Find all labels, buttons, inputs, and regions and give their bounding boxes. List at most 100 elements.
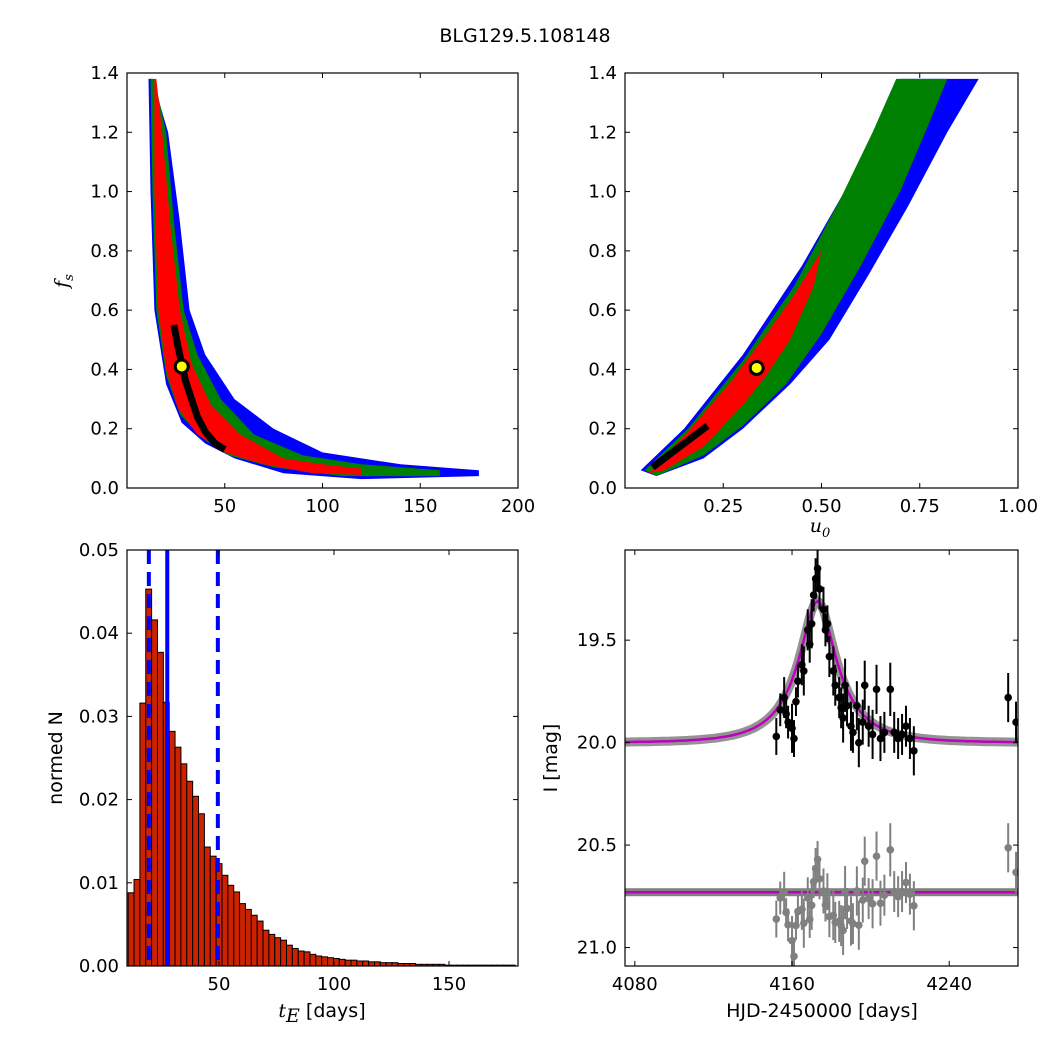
tE-hist-bar (280, 939, 288, 967)
u0-fs-xtick-label: 0.25 (703, 496, 743, 517)
lightcurve-data-point (772, 732, 781, 741)
tE-hist-xtick-label: 50 (208, 974, 231, 995)
tE-hist-bar (227, 884, 235, 967)
tE-fs-ytick-label: 0.8 (90, 241, 119, 262)
lightcurve-data-point (902, 722, 910, 731)
lightcurve-residual-point (853, 887, 861, 895)
lightcurve-data-point (886, 685, 895, 694)
lightcurve-data-point (843, 701, 851, 710)
tE-hist-axes-frame (126, 549, 519, 967)
lightcurve-residual-point (815, 875, 824, 883)
tE-hist-ytick-label: 0.04 (79, 623, 119, 644)
lightcurve-data-point (800, 667, 808, 675)
u0-fs-band-2sigma (644, 78, 948, 477)
tE-hist-bar (127, 892, 135, 967)
lightcurve-residual-point (898, 887, 906, 896)
tE-hist-bar (250, 914, 258, 967)
u0-fs-ytick-label: 1.4 (588, 63, 617, 84)
u0-fs-axes-frame (624, 72, 1019, 489)
tE-hist-bar (139, 702, 147, 967)
tE-fs-ytick-label: 0.4 (90, 359, 119, 380)
lightcurve-residual-point (880, 891, 889, 899)
lightcurve-data-point (792, 697, 800, 706)
tE-hist-bar (151, 619, 158, 967)
lightcurve-data-point (784, 718, 792, 726)
lightcurve-data-point (853, 701, 861, 710)
tE-hist-bar (291, 948, 299, 967)
u0-fs-ytick-label: 0.4 (588, 359, 617, 380)
lightcurve-residual-point (1012, 868, 1018, 877)
lightcurve-residual-point (823, 887, 832, 896)
lightcurve-data-point (1004, 693, 1012, 702)
tE-histogram-panel: 50 100 150 0.00 0.01 0.02 0.03 0.04 0.05 normed N… (45, 540, 519, 1027)
tE-hist-bar (338, 958, 346, 967)
lightcurve-residual-point (860, 857, 869, 865)
tE-fs-ytick-label: 1.0 (90, 182, 119, 203)
tE-hist-bar (262, 929, 270, 967)
lightcurve-residual-point (843, 904, 851, 913)
tE-fs-ytick-label: 1.2 (90, 122, 119, 143)
lightcurve-data-point (864, 722, 873, 731)
tE-hist-bar (133, 878, 141, 967)
lightcurve-data-point (823, 619, 832, 628)
tE-hist-bar (209, 855, 217, 967)
lightcurve-ytick-label: 21.0 (577, 938, 617, 959)
tE-hist-bar (239, 903, 246, 967)
u0-fs-ytick-label: 0.2 (588, 419, 617, 440)
u0-fs-xtick-label: 0.50 (801, 496, 841, 517)
u0-fs-ytick-label: 1.0 (588, 182, 617, 203)
lightcurve-residual-point (910, 902, 918, 910)
lightcurve-residual-point (807, 901, 816, 910)
figure-title: BLG129.5.108148 (439, 25, 610, 47)
lightcurve-data-point (890, 728, 899, 737)
tE-hist-bar (192, 795, 200, 967)
lightcurve-xlabel: HJD-2450000 [days] (726, 1000, 918, 1022)
tE-hist-bar (368, 961, 375, 967)
lightcurve-residual-point (855, 921, 863, 929)
lightcurve-data-point (898, 730, 906, 739)
lightcurve-data-point (815, 585, 824, 593)
lightcurve-ytick-label: 19.5 (577, 630, 617, 651)
tE-hist-ylabel: normed N (45, 711, 67, 805)
lightcurve-xtick-label: 4240 (926, 974, 972, 995)
lightcurve-residual-point (803, 893, 812, 902)
tE-fs-ytick-label: 1.4 (90, 63, 119, 84)
u0-fs-ytick-label: 0.6 (588, 300, 617, 321)
tE-hist-bar (297, 950, 305, 967)
lightcurve-data-point (880, 728, 889, 737)
lightcurve-axes-frame (624, 549, 1019, 967)
lightcurve-data-point (839, 714, 847, 722)
tE-hist-bar (268, 933, 276, 967)
lightcurve-residual-point (780, 888, 788, 897)
lightcurve-data-point (831, 681, 840, 690)
tE-hist-bar (233, 891, 241, 967)
tE-hist-xtick-label: 100 (317, 974, 351, 995)
tE-fs-xtick-label: 100 (305, 496, 339, 517)
tE-hist-bar (180, 763, 188, 967)
lightcurve-data-point (790, 734, 798, 743)
lightcurve-residual-point (872, 852, 881, 860)
tE-fs-axes-frame (126, 72, 519, 489)
tE-hist-bar (274, 937, 282, 967)
u0-fs-best-fit-marker (748, 359, 765, 376)
u0-fs-best-chain (650, 423, 710, 471)
tE-hist-xlabel: tE [days] (278, 1000, 365, 1027)
tE-hist-ytick-label: 0.01 (79, 873, 119, 894)
lightcurve-ytick-label: 20.5 (577, 835, 617, 856)
tE-hist-ytick-label: 0.05 (79, 540, 119, 561)
tE-hist-bar (303, 951, 311, 967)
tE-fs-ylabel: fs (51, 274, 77, 290)
tE-hist-xtick-label: 150 (432, 974, 466, 995)
lightcurve-data-point (872, 685, 881, 694)
lightcurve-residual-point (800, 919, 808, 927)
tE-hist-bar (350, 959, 358, 967)
lightcurve-residual-point (858, 896, 867, 904)
u0-fs-panel: 0.25 0.50 0.75 1.00 0.0 0.2 0.4 0.6 0.8 1.0 1.2 1.4… (588, 63, 1038, 541)
tE-hist-bar (244, 908, 252, 967)
u0-fs-xlabel: u0 (810, 515, 831, 541)
tE-fs-ytick-label: 0.6 (90, 300, 119, 321)
tE-hist-bar (327, 957, 334, 967)
lightcurve-data-point (860, 681, 869, 690)
lightcurve-data-point (855, 738, 863, 747)
